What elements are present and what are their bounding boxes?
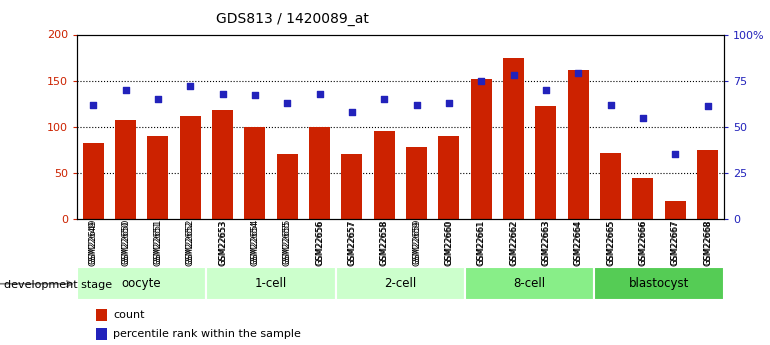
Point (701, 104, 714, 109)
Bar (276, 155, 298, 219)
Text: GSM22667: GSM22667 (671, 219, 680, 265)
Point (216, 91, 229, 96)
Bar (406, 147, 427, 219)
Bar (115, 120, 136, 219)
Bar (438, 136, 460, 219)
Bar (470, 79, 492, 219)
Point (87, 102, 99, 107)
Text: percentile rank within the sample: percentile rank within the sample (113, 329, 301, 339)
Text: GSM22654: GSM22654 (250, 219, 259, 265)
Point (475, 78, 487, 83)
Text: 8-cell: 8-cell (514, 277, 546, 290)
Text: 2-cell: 2-cell (384, 277, 417, 290)
Bar (697, 150, 718, 219)
Point (281, 100, 293, 106)
Point (152, 96, 164, 102)
Bar (336, 267, 465, 300)
Point (540, 87, 552, 93)
Bar (212, 110, 233, 219)
Text: development stage: development stage (4, 280, 112, 289)
Point (410, 102, 423, 107)
Bar (665, 201, 686, 219)
Point (119, 87, 132, 93)
Bar (600, 152, 621, 219)
Bar (309, 127, 330, 219)
Text: GSM22659: GSM22659 (412, 219, 421, 265)
Bar (82, 144, 104, 219)
Point (443, 100, 455, 106)
Text: GSM22663: GSM22663 (541, 219, 551, 265)
Text: blastocyst: blastocyst (629, 277, 689, 290)
Bar (96, 328, 107, 340)
Bar (77, 267, 206, 300)
Point (669, 152, 681, 157)
Point (313, 91, 326, 96)
Bar (632, 178, 654, 219)
Bar (341, 155, 363, 219)
Point (184, 83, 196, 89)
Bar (503, 58, 524, 219)
Bar (244, 127, 266, 219)
Bar (147, 136, 169, 219)
Bar (373, 131, 395, 219)
Text: GSM22668: GSM22668 (703, 219, 712, 265)
Text: GSM22649: GSM22649 (89, 219, 98, 265)
Bar (567, 70, 589, 219)
Point (378, 96, 390, 102)
Text: GSM22666: GSM22666 (638, 219, 648, 265)
Text: count: count (113, 310, 145, 320)
Text: GSM22658: GSM22658 (380, 219, 389, 265)
Text: GSM22665: GSM22665 (606, 219, 615, 265)
Text: GSM22652: GSM22652 (186, 219, 195, 265)
Text: GSM22651: GSM22651 (153, 219, 162, 265)
Text: GDS813 / 1420089_at: GDS813 / 1420089_at (216, 12, 369, 26)
Text: GSM22656: GSM22656 (315, 219, 324, 265)
Bar (535, 107, 557, 219)
Bar (179, 116, 201, 219)
Text: GSM22657: GSM22657 (347, 219, 357, 265)
Text: GSM22662: GSM22662 (509, 219, 518, 265)
Bar (465, 267, 594, 300)
Point (572, 70, 584, 76)
Text: GSM22661: GSM22661 (477, 219, 486, 265)
Point (249, 93, 261, 98)
Point (507, 72, 520, 78)
Text: GSM22650: GSM22650 (121, 219, 130, 265)
Text: GSM22655: GSM22655 (283, 219, 292, 265)
Point (604, 102, 617, 107)
Text: GSM22664: GSM22664 (574, 219, 583, 265)
Text: GSM22653: GSM22653 (218, 219, 227, 265)
Text: oocyte: oocyte (122, 277, 162, 290)
Text: 1-cell: 1-cell (255, 277, 287, 290)
Bar (594, 267, 724, 300)
Point (637, 115, 649, 120)
Point (346, 109, 358, 115)
Bar (96, 309, 107, 321)
Text: GSM22660: GSM22660 (444, 219, 454, 265)
Bar (206, 267, 336, 300)
